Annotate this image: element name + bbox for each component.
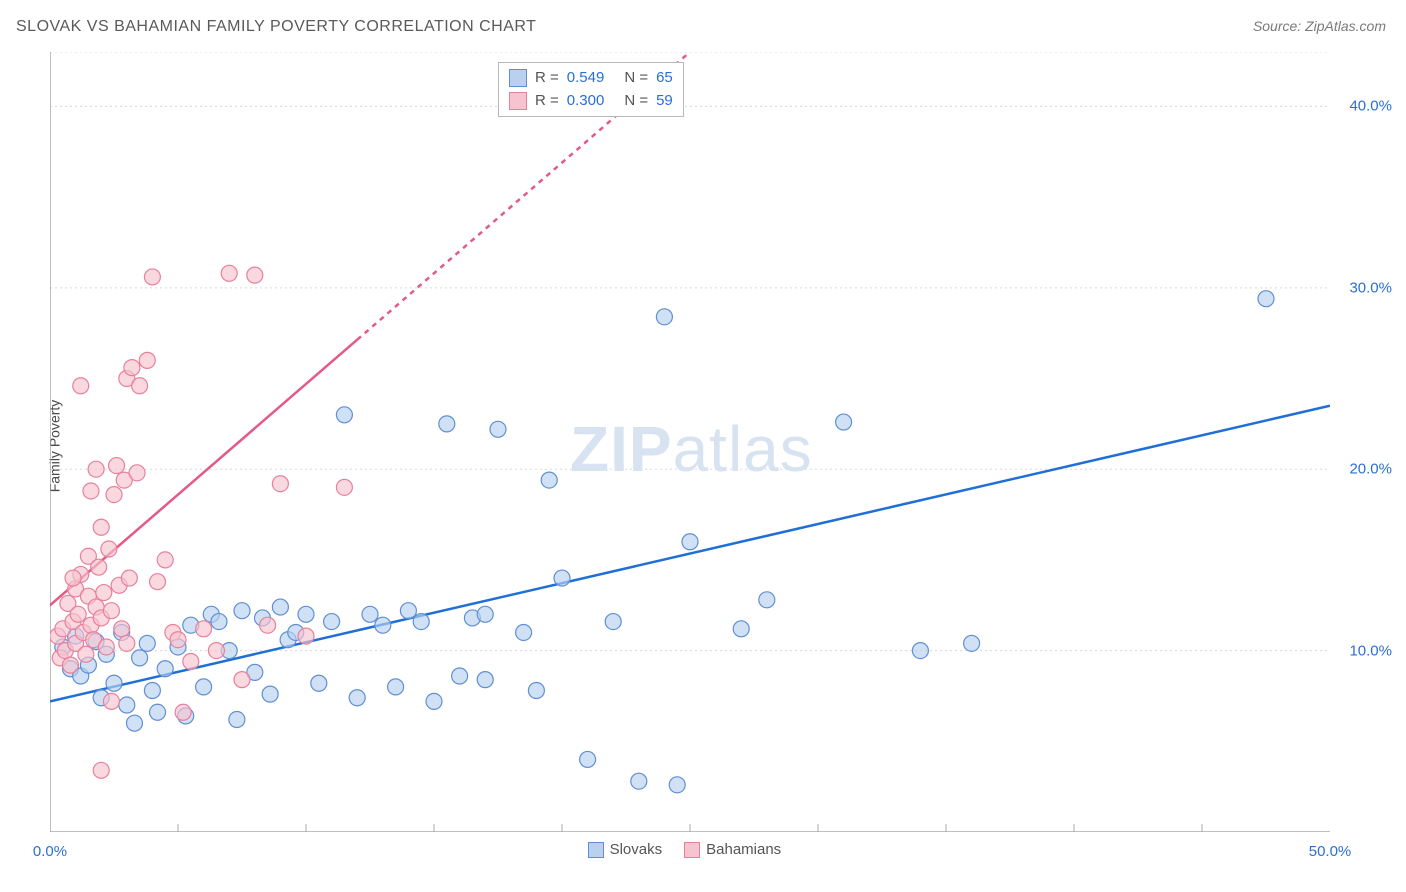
legend-series-label: Slovaks	[610, 841, 663, 858]
legend-r-value: 0.300	[567, 90, 605, 113]
x-tick-label: 0.0%	[33, 843, 67, 860]
y-tick-label: 40.0%	[1349, 98, 1392, 115]
y-tick-label: 10.0%	[1349, 642, 1392, 659]
legend-swatch	[588, 842, 604, 858]
source-label: Source: ZipAtlas.com	[1253, 18, 1386, 34]
legend-n-value: 65	[656, 67, 673, 90]
legend-n-label: N =	[624, 67, 648, 90]
chart-title: SLOVAK VS BAHAMIAN FAMILY POVERTY CORREL…	[16, 18, 536, 36]
chart-svg	[50, 52, 1330, 832]
legend-series: Slovaks Bahamians	[588, 841, 782, 858]
legend-swatch	[509, 92, 527, 110]
x-tick-label: 50.0%	[1309, 843, 1352, 860]
legend-stat-row: R = 0.549 N = 65	[509, 67, 673, 90]
legend-series-label: Bahamians	[706, 841, 781, 858]
legend-stats: R = 0.549 N = 65 R = 0.300 N = 59	[498, 62, 684, 117]
legend-n-label: N =	[624, 90, 648, 113]
legend-swatch	[684, 842, 700, 858]
legend-r-label: R =	[535, 90, 559, 113]
legend-r-value: 0.549	[567, 67, 605, 90]
y-tick-label: 30.0%	[1349, 279, 1392, 296]
y-tick-label: 20.0%	[1349, 461, 1392, 478]
legend-stat-row: R = 0.300 N = 59	[509, 90, 673, 113]
plot-area: ZIPatlas R = 0.549N = 65R = 0.300N = 59 …	[50, 52, 1330, 832]
legend-series-item: Bahamians	[684, 841, 781, 858]
legend-swatch	[509, 69, 527, 87]
legend-series-item: Slovaks	[588, 841, 663, 858]
legend-r-label: R =	[535, 67, 559, 90]
legend-n-value: 59	[656, 90, 673, 113]
